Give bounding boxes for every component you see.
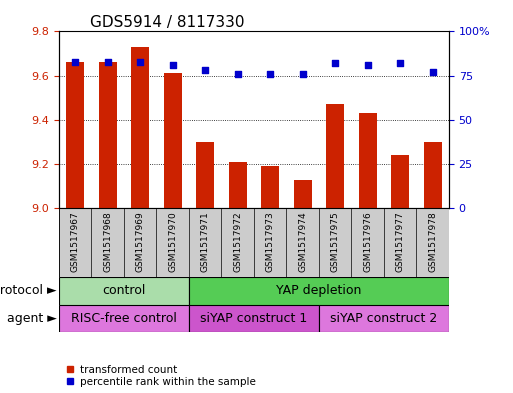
Bar [319,305,449,332]
Point [104,58,112,64]
Bar [359,113,377,208]
Bar [99,62,116,208]
Point [136,58,144,64]
Text: agent ►: agent ► [7,312,56,325]
Bar [131,47,149,208]
Text: siYAP construct 1: siYAP construct 1 [200,312,308,325]
Text: GSM1517970: GSM1517970 [168,212,177,272]
Point [71,58,80,64]
Text: GSM1517975: GSM1517975 [331,212,340,272]
Point [233,71,242,77]
Text: GSM1517973: GSM1517973 [266,212,274,272]
Text: YAP depletion: YAP depletion [276,284,362,298]
Text: siYAP construct 2: siYAP construct 2 [330,312,438,325]
Bar [229,162,247,208]
Text: GSM1517969: GSM1517969 [136,212,145,272]
Bar [326,105,344,208]
Bar [59,277,189,305]
Text: GSM1517976: GSM1517976 [363,212,372,272]
Text: GSM1517971: GSM1517971 [201,212,210,272]
Bar [391,155,409,208]
Bar [189,305,319,332]
Text: GSM1517978: GSM1517978 [428,212,437,272]
Point [396,60,404,66]
Bar [294,180,311,208]
Point [299,71,307,77]
Point [169,62,177,68]
Text: GSM1517977: GSM1517977 [396,212,405,272]
Text: control: control [102,284,146,298]
Text: GSM1517972: GSM1517972 [233,212,242,272]
Point [364,62,372,68]
Bar [424,142,442,208]
Text: protocol ►: protocol ► [0,284,56,298]
Point [428,69,437,75]
Bar [164,73,182,208]
Text: RISC-free control: RISC-free control [71,312,177,325]
Bar [59,208,449,277]
Point [201,67,209,73]
Bar [66,62,84,208]
Text: GSM1517968: GSM1517968 [103,212,112,272]
Bar [189,277,449,305]
Bar [59,305,189,332]
Text: GSM1517974: GSM1517974 [298,212,307,272]
Bar [196,142,214,208]
Point [331,60,339,66]
Point [266,71,274,77]
Legend: transformed count, percentile rank within the sample: transformed count, percentile rank withi… [64,364,256,388]
Text: GSM1517967: GSM1517967 [71,212,80,272]
Bar [261,166,279,208]
Text: GDS5914 / 8117330: GDS5914 / 8117330 [90,15,245,30]
